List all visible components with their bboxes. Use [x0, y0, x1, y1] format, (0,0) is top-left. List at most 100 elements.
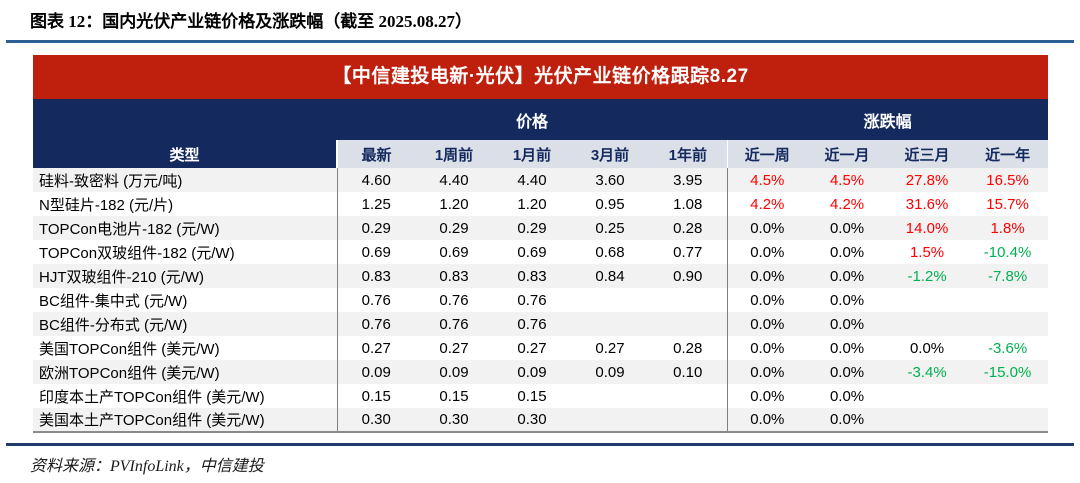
table-row: TOPCon电池片-182 (元/W) 0.29 0.29 0.29 0.25 0.28 0…: [33, 216, 1049, 240]
change-col-header: 近一月: [807, 140, 888, 168]
price-cell: 0.69: [336, 240, 415, 264]
header-sub-row: 类型 最新 1周前 1月前 3月前 1年前 近一周 近一月 近三月 近一年: [33, 140, 1049, 168]
change-cell: -15.0%: [983, 363, 1032, 381]
price-cell: 1.25: [336, 192, 415, 216]
table-row: 印度本土产TOPCon组件 (美元/W) 0.15 0.15 0.15 0.0% 0.0%: [33, 384, 1049, 408]
row-label: BC组件-分布式 (元/W): [39, 316, 188, 334]
table-row: 硅料-致密料 (万元/吨) 4.60 4.40 4.40 3.60 3.95 4.5% 4.5…: [33, 168, 1049, 192]
report-banner: 【中信建投电新·光伏】光伏产业链价格跟踪8.27: [33, 55, 1048, 99]
price-cell: 0.76: [336, 288, 415, 312]
change-cell: -7.8%: [987, 267, 1028, 285]
row-label: BC组件-集中式 (元/W): [39, 292, 188, 310]
price-col-header: 最新: [336, 140, 415, 168]
price-cell: 0.30: [517, 411, 547, 428]
page-title: 图表 12：国内光伏产业链价格及涨跌幅（截至 2025.08.27）: [30, 12, 472, 31]
change-cell: 0.0%: [829, 291, 865, 309]
change-cell: [887, 288, 967, 312]
bottom-divider: [6, 443, 1074, 446]
change-col-header: 近一周: [726, 140, 808, 168]
change-cell: 27.8%: [905, 171, 949, 189]
change-cell: 16.5%: [986, 171, 1029, 189]
change-cell: 4.2%: [726, 192, 808, 216]
price-col-header: 1月前: [493, 140, 571, 168]
table-row: BC组件-集中式 (元/W) 0.76 0.76 0.76 0.0% 0.0%: [33, 288, 1049, 312]
price-cell: [649, 384, 727, 408]
change-cell: 0.0%: [829, 219, 865, 237]
price-cell: 0.29: [517, 219, 547, 237]
change-cell: [967, 408, 1048, 432]
price-cell: 0.95: [595, 195, 625, 213]
price-cell: 0.90: [673, 267, 703, 285]
change-cell: -3.6%: [987, 339, 1028, 357]
row-label: TOPCon双玻组件-182 (元/W): [39, 244, 235, 262]
price-cell: [571, 384, 649, 408]
change-cell: 0.0%: [829, 363, 865, 381]
change-cell: 0.0%: [726, 288, 808, 312]
change-cell: 0.0%: [829, 411, 865, 428]
pv-price-table: 价格 涨跌幅 类型 最新 1周前 1月前 3月前 1年前 近一周 近一月 近三月…: [33, 99, 1049, 433]
row-label: 硅料-致密料 (万元/吨): [39, 172, 183, 190]
price-cell: 0.25: [595, 219, 625, 237]
table-row: TOPCon双玻组件-182 (元/W) 0.69 0.69 0.69 0.68 0.77…: [33, 240, 1049, 264]
change-group-header: 涨跌幅: [727, 99, 1049, 140]
table-row: 欧洲TOPCon组件 (美元/W) 0.09 0.09 0.09 0.09 0.10 0.0…: [33, 360, 1049, 384]
change-cell: 0.0%: [829, 387, 865, 405]
price-cell: 4.40: [517, 171, 547, 189]
price-cell: 0.76: [439, 315, 469, 333]
change-cell: 31.6%: [905, 195, 949, 213]
price-tracking-figure: 【中信建投电新·光伏】光伏产业链价格跟踪8.27 价格 涨跌幅 类型 最新 1周…: [33, 55, 1049, 433]
change-cell: 0.0%: [909, 339, 945, 357]
change-cell: 4.5%: [726, 168, 808, 192]
price-cell: 0.69: [517, 243, 547, 261]
table-row: 美国本土产TOPCon组件 (美元/W) 0.30 0.30 0.30 0.0% 0.0%: [33, 408, 1049, 432]
price-cell: 0.27: [439, 339, 469, 357]
price-cell: 0.27: [336, 336, 415, 360]
price-cell: [649, 288, 727, 312]
change-cell: 0.0%: [829, 243, 865, 261]
change-cell: 0.0%: [726, 408, 808, 432]
price-cell: 0.76: [439, 291, 469, 309]
change-col-header: 近一年: [967, 140, 1049, 168]
price-cell: 0.09: [336, 360, 415, 384]
change-cell: 0.0%: [726, 264, 808, 288]
change-cell: -3.4%: [907, 363, 947, 381]
price-col-header: 3月前: [571, 140, 649, 168]
source-note: 资料来源：PVInfoLink，中信建投: [30, 458, 264, 475]
price-cell: 0.29: [336, 216, 415, 240]
change-cell: 4.5%: [829, 171, 865, 189]
price-cell: 0.83: [336, 264, 415, 288]
table-row: BC组件-分布式 (元/W) 0.76 0.76 0.76 0.0% 0.0%: [33, 312, 1049, 336]
table-body: 硅料-致密料 (万元/吨) 4.60 4.40 4.40 3.60 3.95 4.5% 4.5…: [33, 168, 1049, 432]
price-cell: 0.15: [517, 387, 547, 405]
price-cell: 0.15: [439, 387, 469, 405]
price-cell: 3.60: [595, 171, 625, 189]
change-cell: [967, 384, 1048, 408]
change-cell: 0.0%: [726, 216, 808, 240]
price-cell: 0.83: [439, 267, 469, 285]
price-cell: 0.15: [336, 384, 415, 408]
row-label: 欧洲TOPCon组件 (美元/W): [39, 364, 220, 382]
price-col-header: 1年前: [649, 140, 728, 168]
price-cell: 0.76: [336, 312, 415, 336]
change-cell: [967, 312, 1048, 336]
price-cell: 4.40: [439, 171, 469, 189]
price-cell: 0.84: [595, 267, 625, 285]
change-cell: -10.4%: [983, 243, 1032, 261]
price-cell: 0.28: [673, 219, 703, 237]
price-cell: 0.30: [439, 411, 469, 428]
price-cell: 1.08: [673, 195, 703, 213]
change-cell: 0.0%: [829, 267, 865, 285]
header-corner-cell: [33, 99, 337, 140]
change-cell: 0.0%: [726, 336, 808, 360]
change-cell: 1.8%: [990, 219, 1025, 237]
price-cell: 0.27: [517, 339, 547, 357]
table-row: N型硅片-182 (元/片) 1.25 1.20 1.20 0.95 1.08 4.2% 4.…: [33, 192, 1049, 216]
row-label: 印度本土产TOPCon组件 (美元/W): [39, 388, 265, 406]
change-cell: [887, 384, 967, 408]
price-cell: [649, 312, 727, 336]
change-cell: 0.0%: [726, 384, 808, 408]
price-cell: 1.20: [517, 195, 547, 213]
change-cell: 0.0%: [829, 339, 865, 357]
row-label: 美国本土产TOPCon组件 (美元/W): [39, 412, 265, 429]
change-cell: 0.0%: [726, 312, 808, 336]
